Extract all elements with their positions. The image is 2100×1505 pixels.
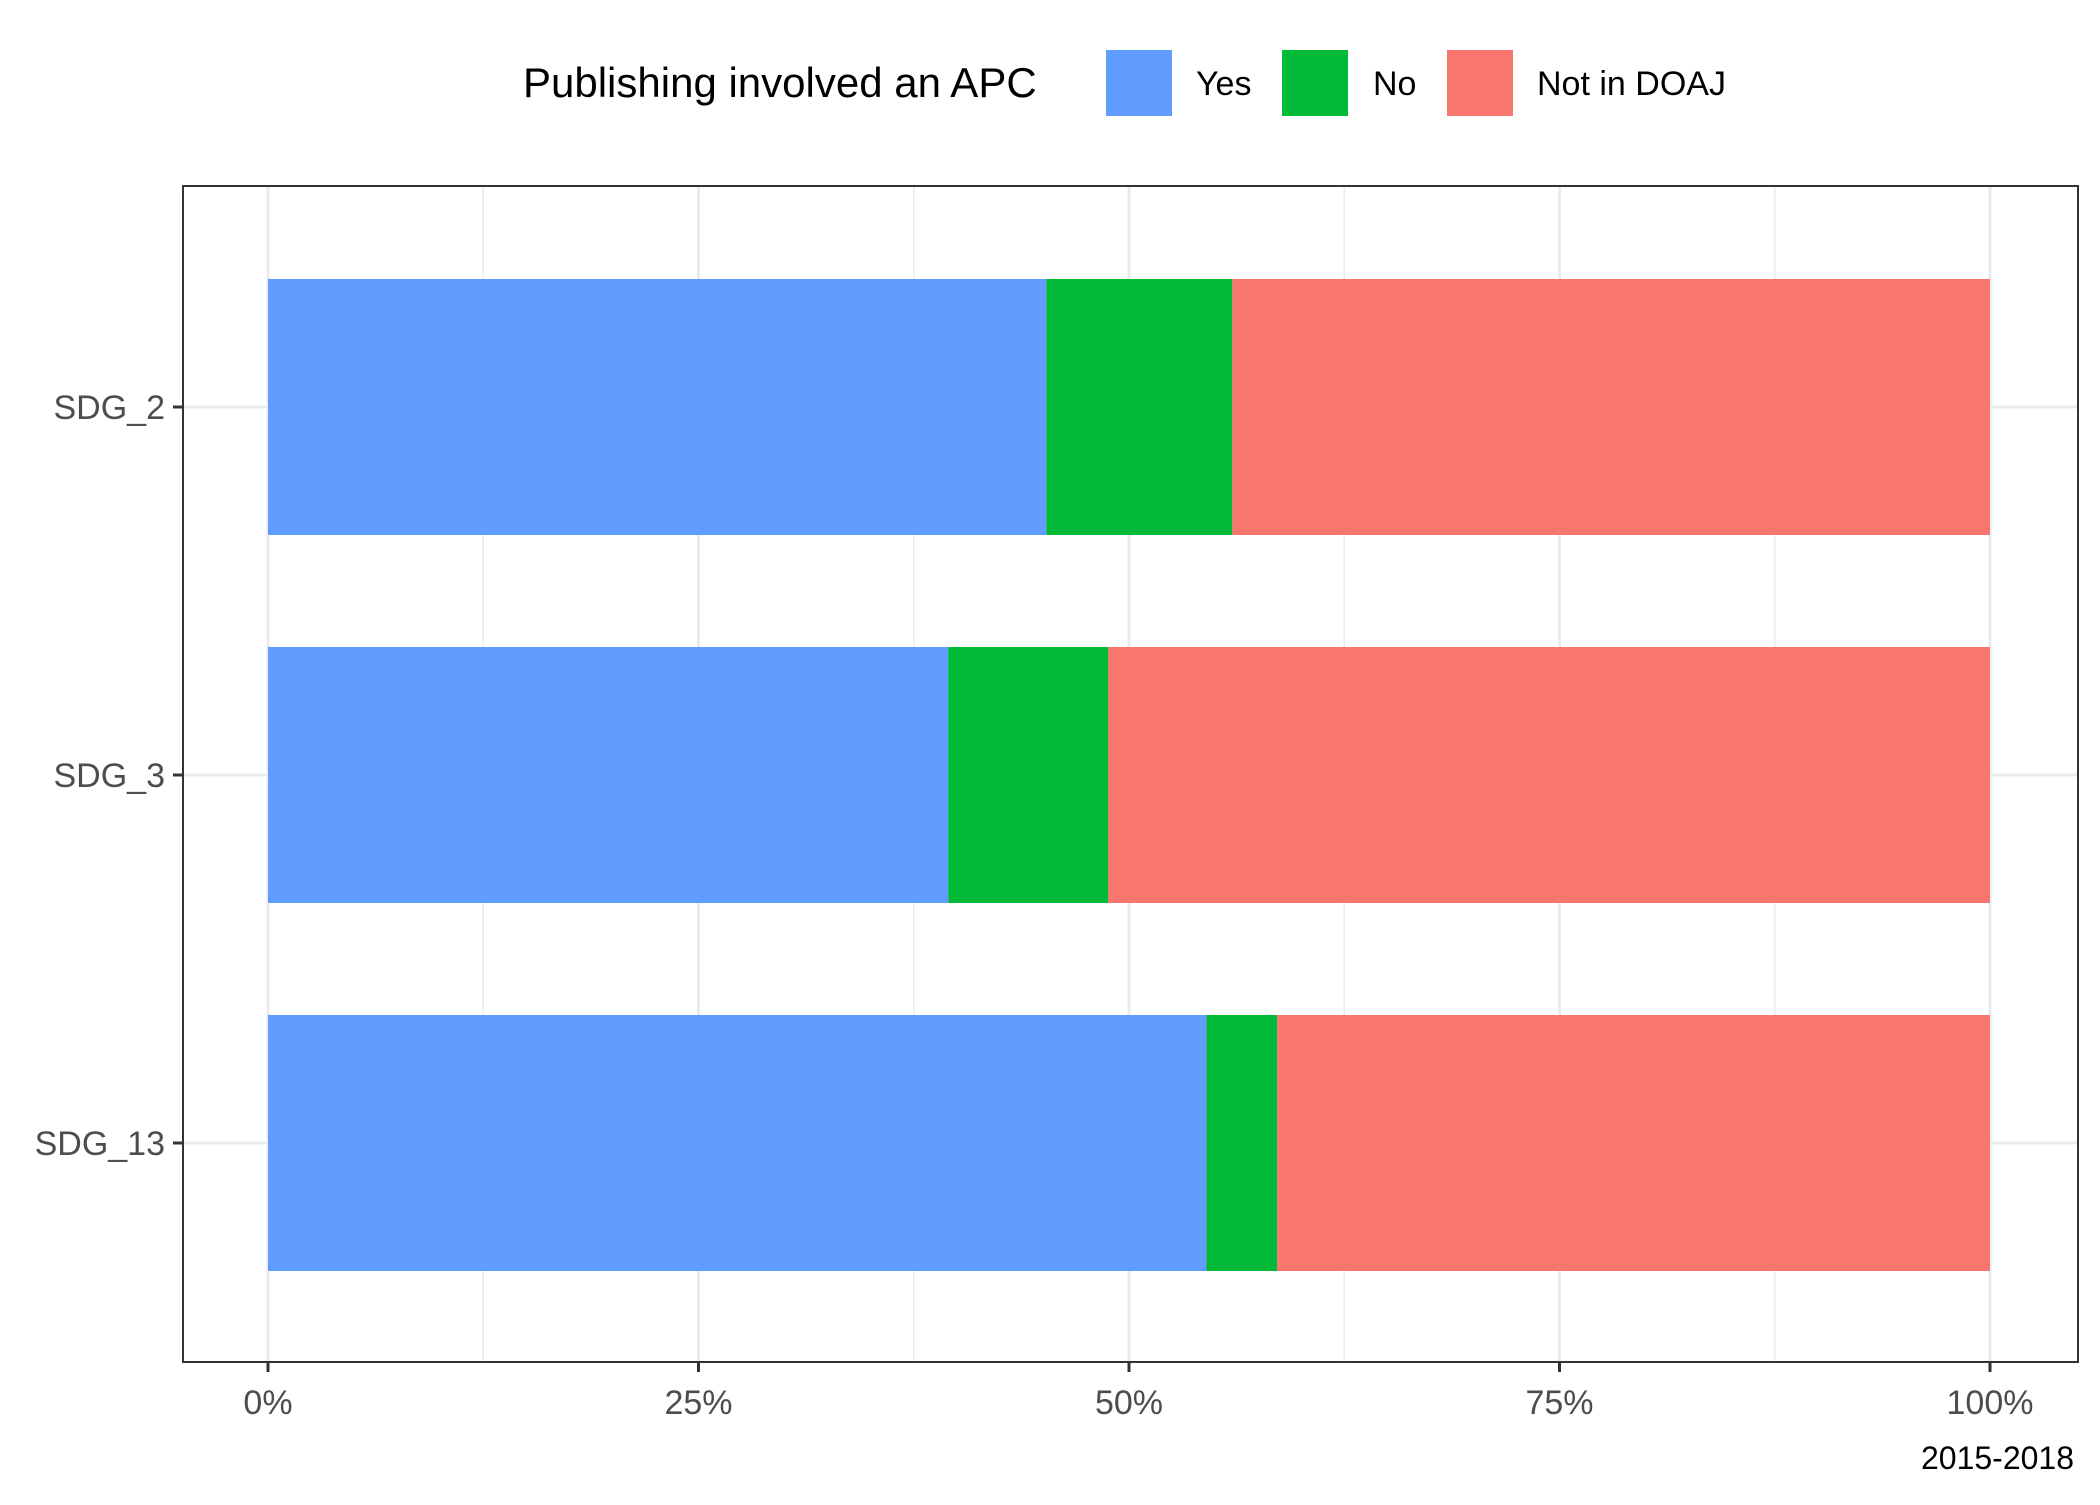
- x-tick-label: 50%: [1095, 1384, 1163, 1422]
- legend-key-not-in-doaj: [1447, 50, 1513, 116]
- x-tick-label: 0%: [243, 1384, 292, 1422]
- x-tick-label: 75%: [1525, 1384, 1593, 1422]
- legend: Publishing involved an APC Yes No Not in D…: [523, 50, 1726, 116]
- y-tick-label-sdg_2: SDG_2: [54, 389, 166, 427]
- x-tick-label: 100%: [1947, 1384, 2034, 1422]
- bar-sdg_3-yes: [268, 647, 949, 903]
- bar-sdg_3-no: [948, 647, 1109, 903]
- legend-title: Publishing involved an APC: [523, 59, 1037, 106]
- legend-label-yes: Yes: [1196, 65, 1251, 103]
- legend-label-no: No: [1373, 65, 1416, 103]
- caption: 2015-2018: [1921, 1440, 2074, 1476]
- legend-label-not-in-doaj: Not in DOAJ: [1537, 65, 1726, 103]
- x-tick-label: 25%: [664, 1384, 732, 1422]
- bar-sdg_2-not-in-doaj: [1232, 279, 1990, 535]
- legend-key-yes: [1106, 50, 1172, 116]
- bar-sdg_13-yes: [268, 1015, 1207, 1271]
- legend-key-no: [1282, 50, 1348, 116]
- bar-sdg_13-no: [1206, 1015, 1278, 1271]
- bar-sdg_13-not-in-doaj: [1277, 1015, 1990, 1271]
- y-tick-label-sdg_13: SDG_13: [35, 1125, 165, 1163]
- bar-sdg_2-yes: [268, 279, 1047, 535]
- y-tick-label-sdg_3: SDG_3: [54, 757, 166, 795]
- bar-sdg_3-not-in-doaj: [1108, 647, 1990, 903]
- bar-sdg_2-no: [1046, 279, 1233, 535]
